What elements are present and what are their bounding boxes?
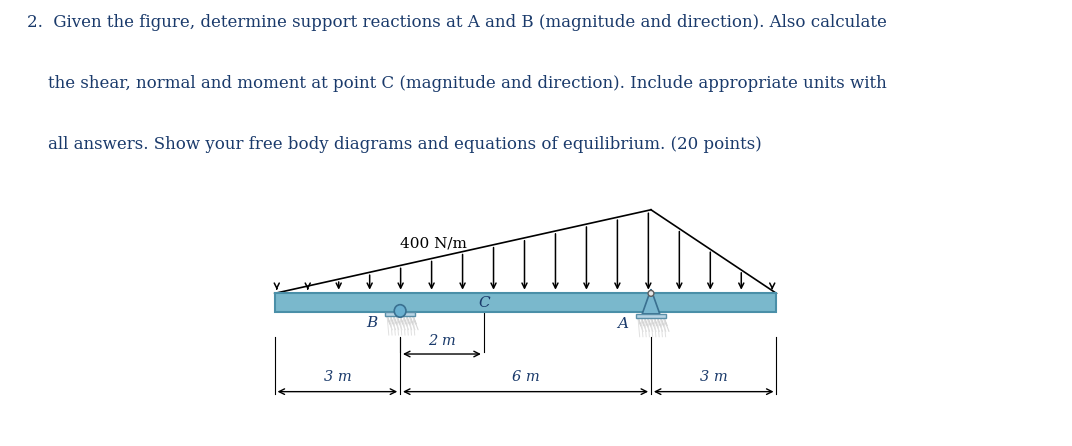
Bar [637,314,666,318]
Text: 400 N/m: 400 N/m [400,237,467,251]
Text: 3 m: 3 m [324,370,352,384]
Text: 6 m: 6 m [511,370,539,384]
Ellipse shape [394,305,406,317]
Text: 2.  Given the figure, determine support reactions at A and B (magnitude and dire: 2. Given the figure, determine support r… [27,14,887,31]
Polygon shape [642,289,659,314]
Text: 2 m: 2 m [428,334,456,348]
Bar [386,312,415,316]
Circle shape [649,290,654,296]
Text: all answers. Show your free body diagrams and equations of equilibrium. (20 poin: all answers. Show your free body diagram… [27,136,761,153]
Text: B: B [366,316,377,330]
Text: 3 m: 3 m [700,370,728,384]
Text: A: A [617,317,628,331]
Bar [274,293,776,312]
Text: the shear, normal and moment at point C (magnitude and direction). Include appro: the shear, normal and moment at point C … [27,75,887,92]
Text: C: C [478,296,490,310]
